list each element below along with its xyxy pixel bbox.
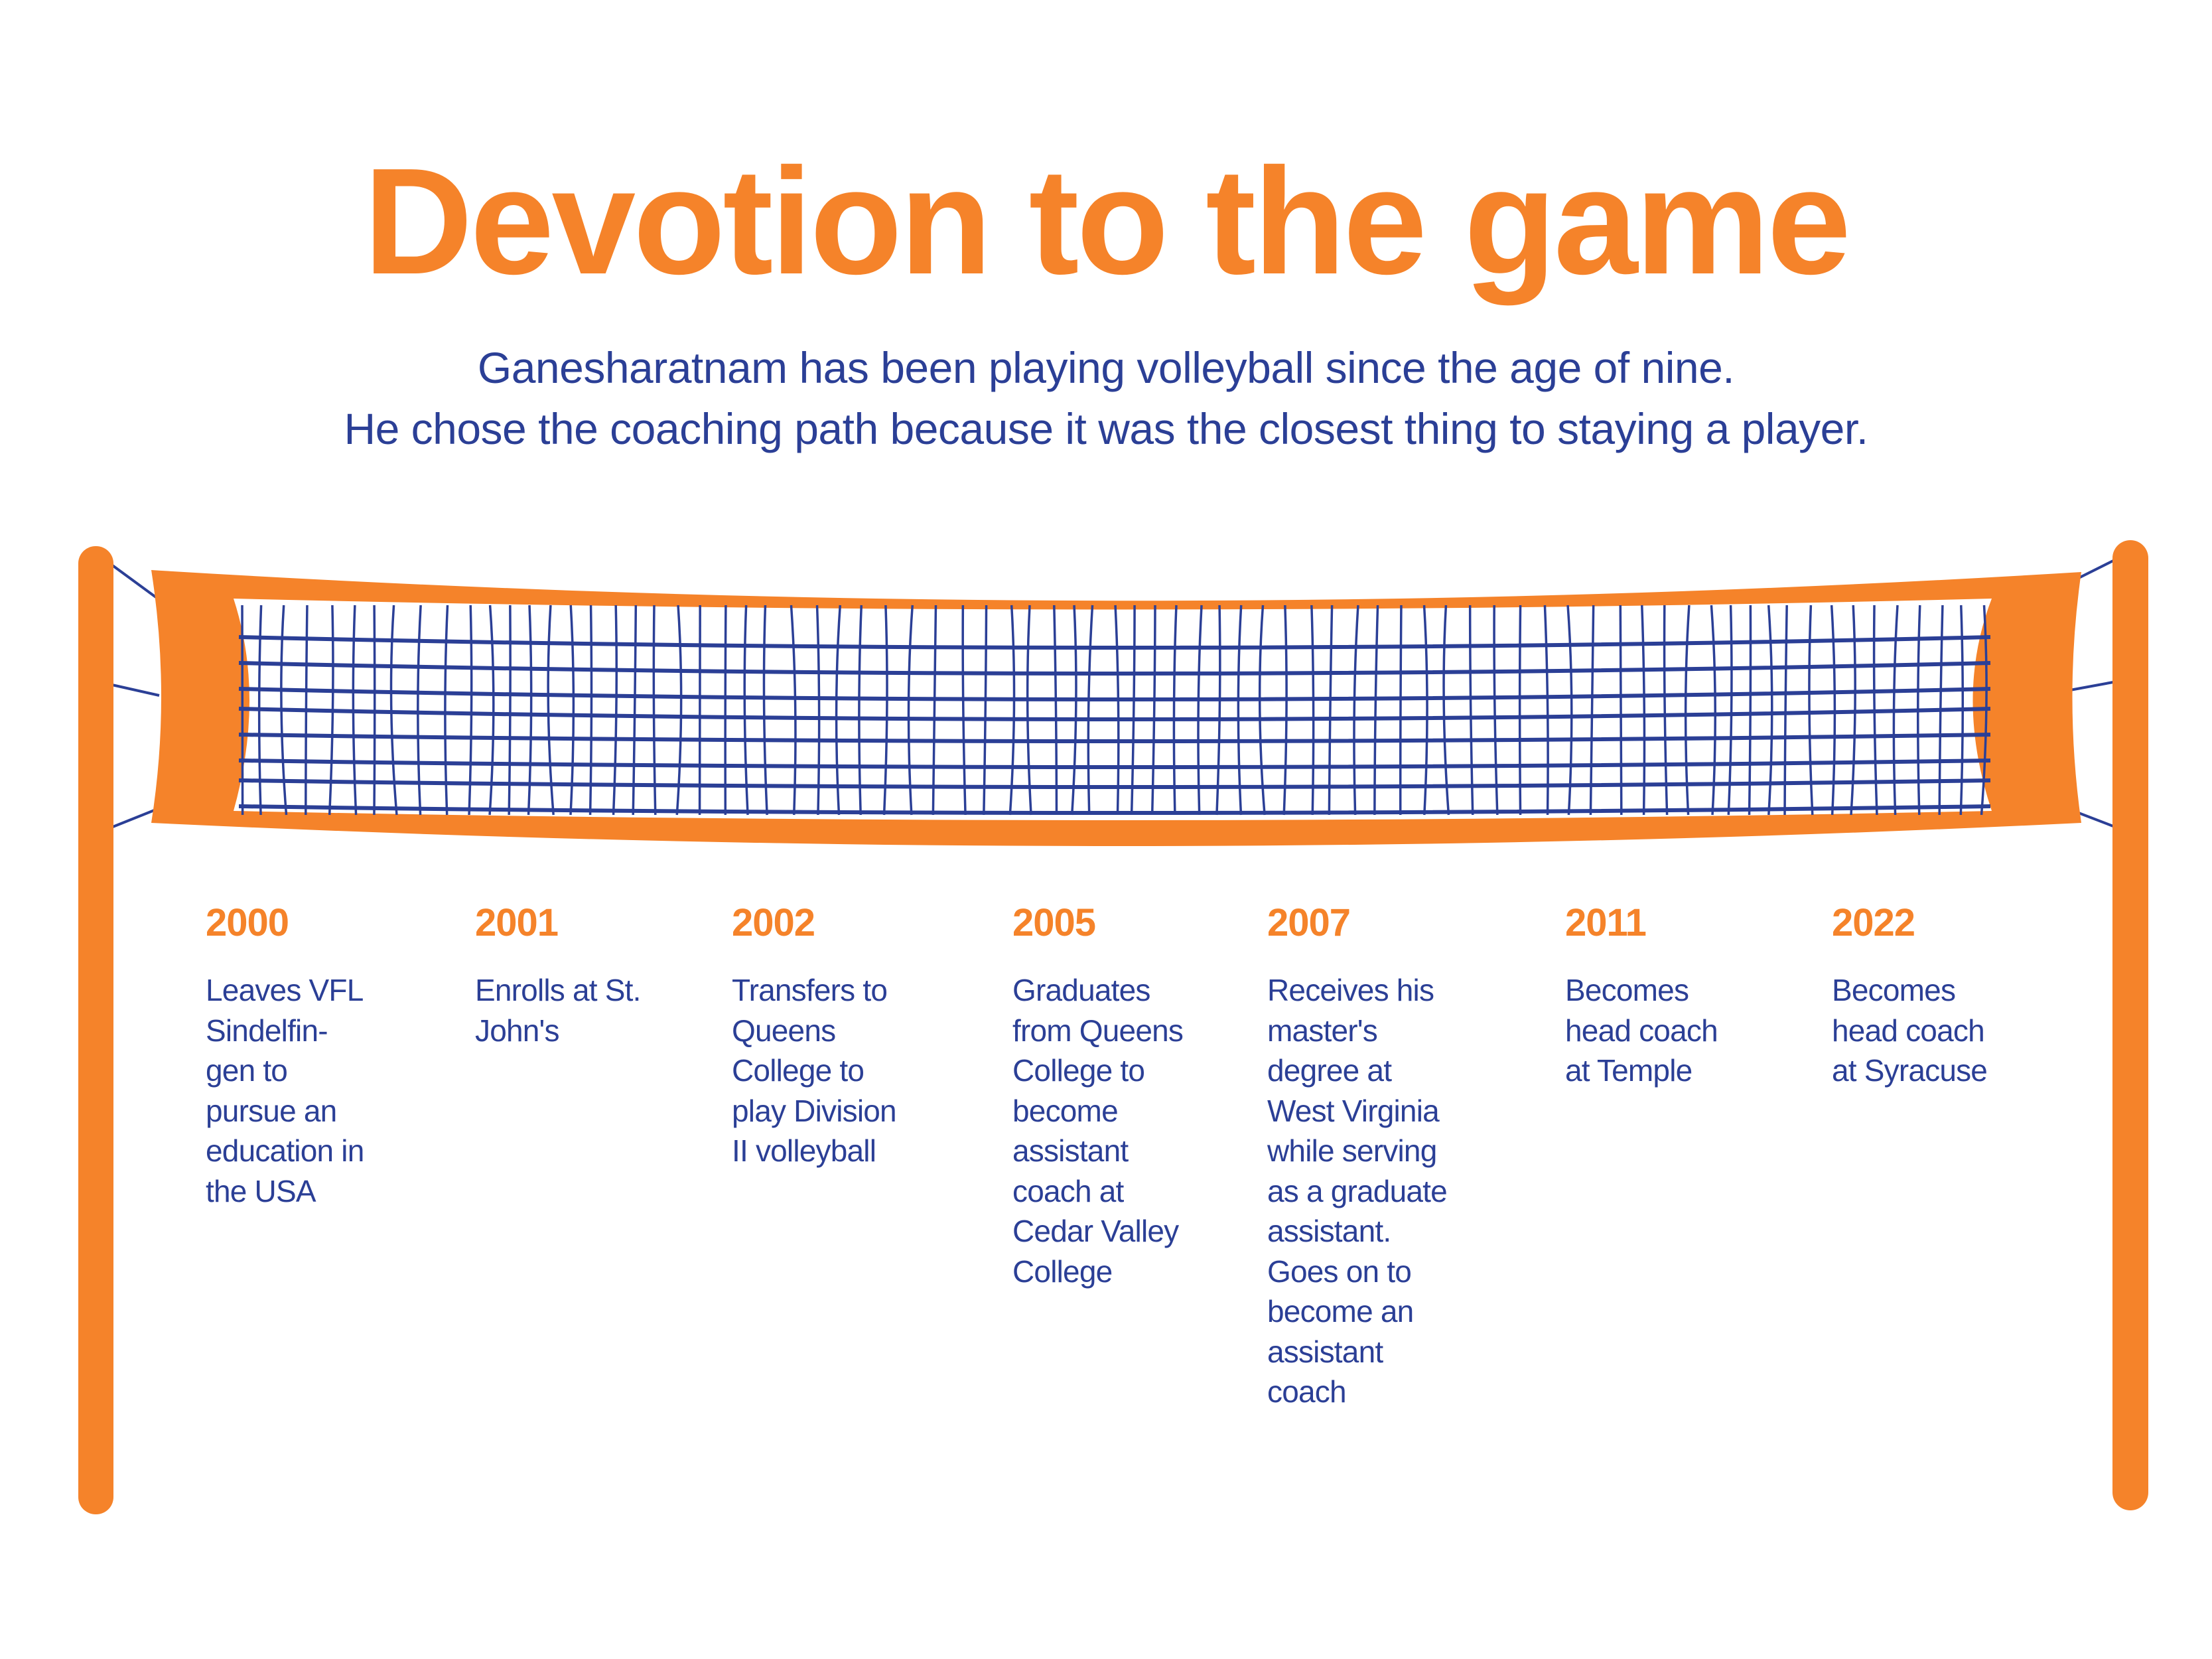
- net-vertical-string: [1830, 605, 1836, 816]
- right-pole-icon: [2112, 540, 2148, 1510]
- timeline-event: 2001 Enrolls at St. John's: [475, 904, 701, 1050]
- event-description: Receives his master's degree at West Vir…: [1267, 973, 1448, 1409]
- event-year: 2005: [1012, 901, 1096, 944]
- timeline-event: 2011 Becomes head coach at Temple: [1565, 904, 1791, 1091]
- net-vertical-string: [1917, 605, 1921, 816]
- net-vertical-string: [1748, 605, 1752, 816]
- subtitle-line: He chose the coaching path because it wa…: [344, 404, 1868, 453]
- net-horizontal-string: [238, 778, 1991, 789]
- net-vertical-string: [1684, 605, 1691, 816]
- net-vertical-string: [1727, 605, 1733, 816]
- guy-rope: [2069, 681, 2114, 691]
- timeline-event: 2007 Receives his master's degree at West…: [1267, 904, 1493, 1412]
- net-vertical-string: [1892, 605, 1899, 816]
- net-vertical-string: [352, 605, 358, 816]
- guy-rope: [105, 559, 157, 599]
- net-vertical-string: [698, 605, 701, 816]
- event-description: Becomes head coach at Syracuse: [1832, 973, 1988, 1088]
- event-description: Enrolls at St. John's: [475, 973, 641, 1048]
- event-year: 2022: [1832, 901, 1915, 944]
- net-vertical-string: [468, 605, 473, 816]
- net-vertical-string: [417, 605, 422, 816]
- net-vertical-string: [328, 605, 334, 816]
- net-vertical-string: [1710, 605, 1716, 816]
- net-vertical-string: [1767, 605, 1773, 816]
- net-vertical-string: [1872, 605, 1878, 816]
- net-vertical-string: [1808, 605, 1814, 816]
- net-horizontal-string: [238, 733, 1991, 743]
- event-description: Leaves VFL Sindelfin- gen to pursue an e…: [206, 973, 364, 1208]
- net-vertical-string: [373, 605, 376, 816]
- event-year: 2000: [206, 901, 289, 944]
- net-vertical-string: [444, 605, 449, 816]
- net-horizontal-string: [238, 635, 1991, 650]
- event-description: Transfers to Queens College to play Divi…: [732, 973, 897, 1168]
- subtitle: Ganesharatnam has been playing volleybal…: [0, 337, 2212, 459]
- net-vertical-string: [280, 605, 288, 816]
- net-vertical-string: [488, 605, 495, 816]
- net-vertical-string: [1783, 605, 1788, 816]
- event-year: 2011: [1565, 901, 1647, 944]
- net-vertical-string: [1980, 605, 1988, 816]
- net-vertical-string: [241, 605, 244, 816]
- net-vertical-string: [527, 605, 533, 816]
- net-horizontal-string: [238, 687, 1991, 701]
- net-vertical-string: [1518, 605, 1522, 816]
- net-horizontal-string: [238, 707, 1991, 721]
- net-vertical-string: [257, 605, 263, 816]
- net-vertical-string: [1850, 605, 1856, 816]
- net-vertical-string: [508, 605, 512, 816]
- timeline-event: 2022 Becomes head coach at Syracuse: [1832, 904, 2057, 1091]
- net-horizontal-string: [238, 661, 1991, 676]
- timeline-event: 2002 Transfers to Queens College to play …: [732, 904, 957, 1171]
- event-year: 2007: [1267, 901, 1351, 944]
- guy-rope: [105, 808, 157, 831]
- subtitle-line: Ganesharatnam has been playing volleybal…: [477, 343, 1735, 392]
- net-vertical-string: [724, 605, 727, 816]
- page-title: Devotion to the game: [363, 137, 1851, 306]
- net-vertical-string: [1938, 605, 1944, 816]
- timeline-event: 2005 Graduates from Queens College to bec…: [1012, 904, 1238, 1291]
- net-vertical-string: [1959, 605, 1965, 816]
- guy-rope: [105, 682, 160, 697]
- event-year: 2001: [475, 901, 559, 944]
- net-horizontal-string: [238, 804, 1991, 815]
- event-description: Graduates from Queens College to become …: [1012, 973, 1184, 1289]
- net-horizontal-string: [238, 758, 1991, 769]
- event-description: Becomes head coach at Temple: [1565, 973, 1718, 1088]
- net-vertical-string: [389, 605, 398, 816]
- event-year: 2002: [732, 901, 815, 944]
- timeline-event: 2000 Leaves VFL Sindelfin- gen to pursue …: [206, 904, 431, 1211]
- left-pole-icon: [78, 546, 113, 1514]
- net-vertical-string: [305, 605, 309, 816]
